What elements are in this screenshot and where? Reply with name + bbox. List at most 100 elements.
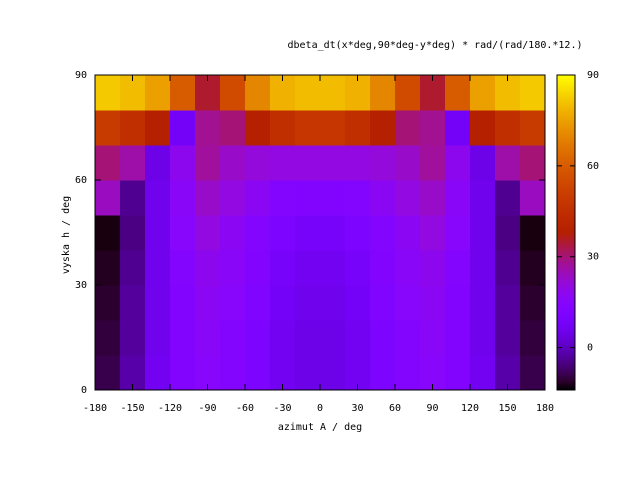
x-axis-label: azimut A / deg	[278, 422, 362, 433]
heatmap-cell	[195, 215, 221, 251]
heatmap-cell	[170, 355, 196, 391]
heatmap-cell	[520, 320, 546, 356]
heatmap-cell	[370, 215, 396, 251]
x-tick-label: 90	[426, 403, 438, 414]
heatmap-cell	[220, 75, 246, 111]
heatmap-cell	[195, 145, 221, 181]
heatmap-cell	[470, 180, 496, 216]
heatmap-cell	[145, 180, 171, 216]
heatmap-cell	[120, 285, 146, 321]
heatmap-cell	[470, 215, 496, 251]
heatmap-cell	[495, 180, 521, 216]
x-tick-label: -60	[236, 403, 254, 414]
heatmap-cell	[495, 320, 521, 356]
heatmap-cell	[245, 320, 271, 356]
heatmap-cell	[395, 355, 421, 391]
heatmap-cell	[195, 250, 221, 286]
heatmap-cell	[145, 320, 171, 356]
heatmap-cell	[220, 355, 246, 391]
heatmap-cell	[345, 215, 371, 251]
heatmap-cell	[395, 285, 421, 321]
heatmap-cell	[420, 250, 446, 286]
heatmap-cell	[170, 145, 196, 181]
heatmap-cell	[245, 110, 271, 146]
heatmap-cell	[220, 215, 246, 251]
heatmap-cell	[395, 110, 421, 146]
heatmap-cell	[320, 285, 346, 321]
heatmap-cell	[395, 75, 421, 111]
heatmap-cell	[395, 180, 421, 216]
heatmap-cell	[245, 180, 271, 216]
heatmap-cell	[320, 75, 346, 111]
y-tick-label: 60	[75, 175, 87, 186]
x-tick-label: -150	[120, 403, 144, 414]
x-tick-label: -30	[273, 403, 291, 414]
heatmap-cell	[320, 145, 346, 181]
heatmap-cell	[145, 145, 171, 181]
heatmap-cell	[345, 285, 371, 321]
chart-title: dbeta_dt(x*deg,90*deg-y*deg) * rad/(rad/…	[287, 40, 582, 51]
heatmap-cell	[120, 180, 146, 216]
heatmap-cell	[420, 180, 446, 216]
heatmap-cell	[95, 145, 121, 181]
heatmap-cell	[520, 180, 546, 216]
heatmap-cell	[370, 355, 396, 391]
heatmap-cell	[470, 145, 496, 181]
x-tick-label: 180	[536, 403, 554, 414]
colorbar-tick-label: 30	[587, 252, 599, 263]
heatmap-cell	[470, 285, 496, 321]
heatmap-cell	[170, 215, 196, 251]
heatmap-cell	[195, 110, 221, 146]
heatmap-cell	[245, 215, 271, 251]
heatmap-cell	[145, 75, 171, 111]
heatmap-cell	[520, 110, 546, 146]
heatmap-cell	[370, 180, 396, 216]
heatmap-cell	[520, 285, 546, 321]
heatmap-cell	[495, 285, 521, 321]
heatmap-cell	[220, 110, 246, 146]
colorbar-tick-label: 90	[587, 70, 599, 81]
heatmap-cell	[170, 320, 196, 356]
colorbar	[557, 75, 575, 390]
heatmap-cell	[445, 180, 471, 216]
heatmap-cell	[370, 250, 396, 286]
heatmap-cell	[470, 110, 496, 146]
heatmap-cell	[245, 250, 271, 286]
heatmap-cell	[95, 320, 121, 356]
heatmap-cell	[445, 75, 471, 111]
heatmap-cell	[245, 285, 271, 321]
heatmap-cell	[95, 285, 121, 321]
heatmap-cell	[270, 145, 296, 181]
heatmap-cell	[245, 75, 271, 111]
heatmap-cell	[445, 355, 471, 391]
heatmap-cell	[520, 250, 546, 286]
heatmap-cell	[295, 250, 321, 286]
heatmap-cell	[495, 250, 521, 286]
y-tick-label: 0	[81, 385, 87, 396]
heatmap-cell	[220, 145, 246, 181]
heatmap-cell	[170, 75, 196, 111]
heatmap	[95, 75, 546, 391]
heatmap-cell	[445, 320, 471, 356]
heatmap-cell	[420, 145, 446, 181]
heatmap-cell	[320, 215, 346, 251]
heatmap-cell	[95, 110, 121, 146]
heatmap-cell	[445, 110, 471, 146]
heatmap-cell	[145, 250, 171, 286]
heatmap-cell	[470, 320, 496, 356]
x-tick-label: 60	[389, 403, 401, 414]
heatmap-cell	[195, 285, 221, 321]
heatmap-cell	[370, 285, 396, 321]
heatmap-cell	[295, 355, 321, 391]
x-tick-label: 150	[498, 403, 516, 414]
heatmap-cell	[245, 355, 271, 391]
heatmap-cell	[395, 215, 421, 251]
heatmap-cell	[445, 250, 471, 286]
heatmap-cell	[420, 320, 446, 356]
heatmap-cell	[220, 180, 246, 216]
heatmap-cell	[320, 320, 346, 356]
heatmap-cell	[345, 250, 371, 286]
heatmap-cell	[220, 250, 246, 286]
x-tick-label: 30	[351, 403, 363, 414]
heatmap-cell	[370, 110, 396, 146]
